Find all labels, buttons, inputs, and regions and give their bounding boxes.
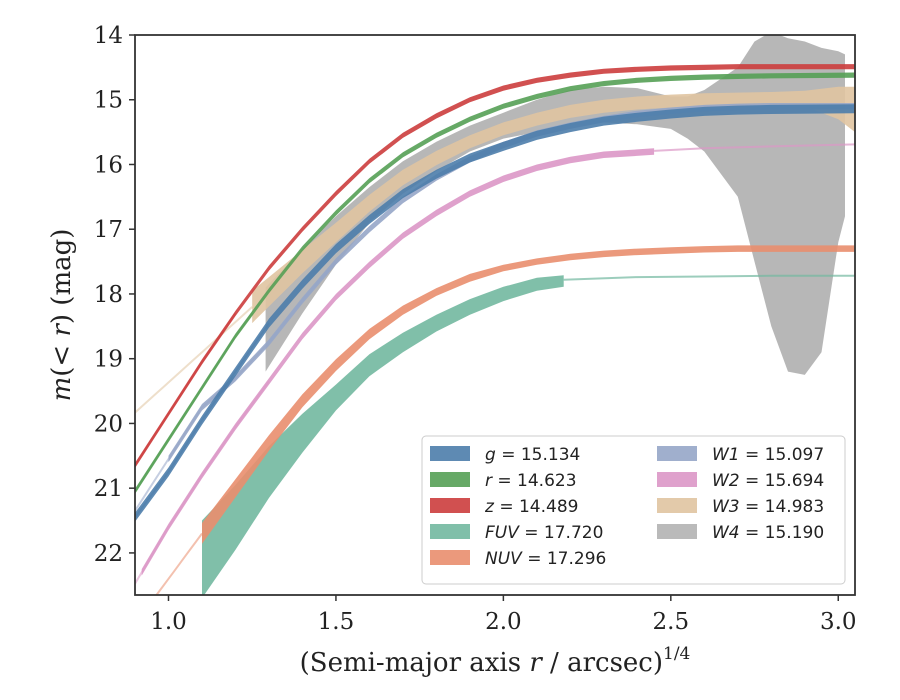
series-w2 — [135, 143, 855, 585]
legend-swatch — [657, 446, 697, 461]
y-tick-label: 21 — [94, 476, 123, 502]
plot-frame — [134, 34, 856, 596]
legend-label: g = 15.134 — [485, 445, 580, 465]
legend-swatch — [430, 550, 470, 565]
series-nuv-extrapolation — [155, 532, 203, 595]
legend-item-w1: W1 = 15.097 — [657, 445, 824, 465]
legend-swatch — [657, 498, 697, 513]
x-tick-label: 1.0 — [150, 609, 187, 635]
legend-label: W1 = 15.097 — [712, 445, 824, 465]
x-axis-label: (Semi-major axis r / arcsec)1/4 — [300, 644, 691, 678]
y-tick-label: 14 — [94, 23, 123, 49]
y-tick-label: 20 — [94, 411, 123, 437]
series-nuv — [155, 245, 855, 595]
legend-label: W2 = 15.694 — [712, 471, 824, 491]
legend-item-fuv: FUV = 17.720 — [430, 523, 603, 543]
legend-swatch — [657, 524, 697, 539]
x-tick-label: 2.0 — [485, 609, 522, 635]
legend-swatch — [430, 472, 470, 487]
legend-swatch — [657, 472, 697, 487]
series-r — [135, 72, 855, 494]
y-ticks: 14 15 16 17 18 19 20 21 22 — [94, 23, 135, 567]
legend-item-g: g = 15.134 — [430, 445, 580, 465]
series-g-band — [135, 104, 855, 522]
y-tick-label: 19 — [94, 347, 123, 373]
legend-label: r = 14.623 — [485, 471, 577, 491]
legend-label: NUV = 17.296 — [485, 549, 606, 569]
series-w3-band — [252, 86, 855, 324]
legend-item-w4: W4 = 15.190 — [657, 523, 824, 543]
x-tick-label: 1.5 — [318, 609, 355, 635]
y-axis-label: m(< r) (mag) — [47, 229, 77, 402]
series-w4-band — [265, 35, 845, 375]
legend-item-w3: W3 = 14.983 — [657, 497, 824, 517]
series-w3 — [135, 86, 855, 414]
y-tick-label: 16 — [94, 152, 123, 178]
series-fuv-line — [563, 274, 855, 281]
legend-item-r: r = 14.623 — [430, 471, 577, 491]
legend-label: W4 = 15.190 — [712, 523, 824, 543]
y-tick-label: 15 — [94, 88, 123, 114]
y-tick-label: 17 — [94, 217, 123, 243]
legend-swatch — [430, 524, 470, 539]
series-layer — [135, 35, 855, 595]
legend-label: z = 14.489 — [484, 497, 578, 517]
legend-item-w2: W2 = 15.694 — [657, 471, 824, 491]
x-ticks: 1.0 1.5 2.0 2.5 3.0 — [150, 595, 857, 635]
series-w3-extrapolation — [135, 306, 253, 414]
legend-item-z: z = 14.489 — [430, 497, 578, 517]
legend-swatch — [430, 498, 470, 513]
legend-item-nuv: NUV = 17.296 — [430, 549, 606, 569]
legend: g = 15.134 r = 14.623 z = 14.489 FUV = 17.7… — [421, 435, 846, 585]
x-tick-label: 3.0 — [820, 609, 857, 635]
y-tick-label: 18 — [94, 282, 123, 308]
legend-label: W3 = 14.983 — [712, 497, 824, 517]
legend-swatch — [430, 446, 470, 461]
series-g — [135, 104, 855, 522]
series-w2-line — [654, 143, 855, 152]
x-tick-label: 2.5 — [653, 609, 690, 635]
legend-frame — [421, 435, 846, 585]
series-fuv — [202, 274, 855, 595]
series-w4 — [265, 35, 845, 375]
series-z — [135, 64, 855, 469]
y-tick-label: 22 — [94, 541, 123, 567]
series-w1 — [135, 103, 855, 512]
legend-label: FUV = 17.720 — [485, 523, 603, 543]
